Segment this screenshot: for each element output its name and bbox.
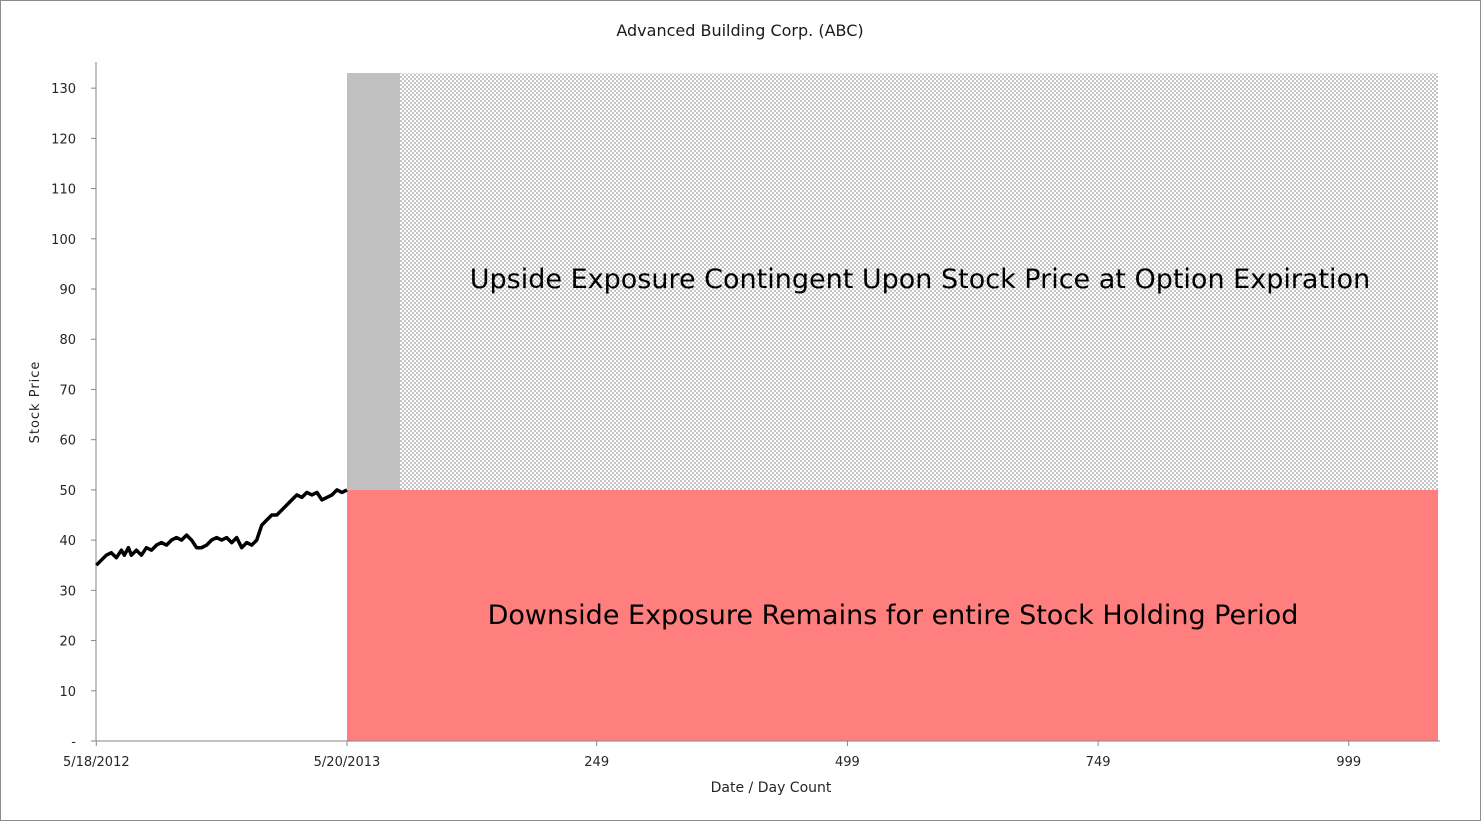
y-tick-label: 60: [59, 434, 76, 449]
y-tick-label: 70: [59, 383, 76, 398]
y-tick-label: 20: [59, 635, 76, 650]
x-tick-label: 999: [1336, 755, 1361, 770]
x-tick-label: 499: [835, 755, 860, 770]
upside-annotation: Upside Exposure Contingent Upon Stock Pr…: [470, 264, 1370, 295]
region-downside: [347, 489, 1439, 741]
y-tick-label: 30: [59, 584, 76, 599]
y-tick-label: 50: [59, 484, 76, 499]
y-tick-label: 80: [59, 333, 76, 348]
y-tick-label: 100: [51, 233, 76, 248]
y-tick-label: 10: [59, 685, 76, 700]
y-tick-label: 120: [51, 132, 76, 147]
y-tick-label: 90: [59, 283, 76, 298]
downside-annotation: Downside Exposure Remains for entire Sto…: [488, 600, 1299, 631]
x-tick-label: 5/20/2013: [314, 755, 381, 770]
y-tick-label: 110: [51, 183, 76, 198]
y-axis-ticks: - 10 20 30 40 50 60 70 80 90 100 110 120 130: [51, 82, 96, 750]
x-tick-label: 749: [1086, 755, 1111, 770]
region-gap: [347, 73, 401, 490]
y-tick-label: 130: [51, 82, 76, 97]
y-axis-label: Stock Price: [28, 361, 43, 444]
region-upside: [400, 73, 1439, 490]
x-tick-label: 5/18/2012: [63, 755, 130, 770]
x-axis-ticks: 5/18/2012 5/20/2013 249 499 749 999: [63, 741, 1361, 770]
exposure-regions: [347, 73, 1439, 741]
x-axis-label: Date / Day Count: [711, 780, 832, 796]
stock-price-line: [95, 488, 348, 567]
x-tick-label: 249: [584, 755, 609, 770]
y-tick-label: 40: [59, 534, 76, 549]
chart-title: Advanced Building Corp. (ABC): [616, 21, 863, 40]
y-tick-label: -: [71, 735, 76, 750]
